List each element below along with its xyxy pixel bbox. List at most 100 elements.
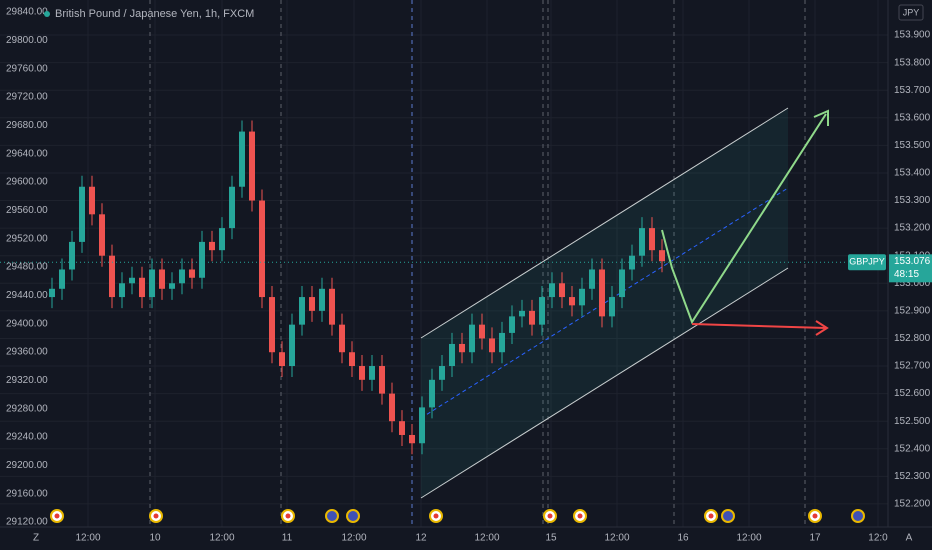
candle-body bbox=[259, 200, 265, 298]
candle-body bbox=[429, 379, 435, 408]
candle-body bbox=[199, 241, 205, 278]
candle-body bbox=[519, 310, 525, 317]
candle-body bbox=[659, 250, 665, 262]
candle-body bbox=[609, 297, 615, 317]
y2-tick-label: 29160.00 bbox=[6, 488, 48, 499]
countdown-label: 48:15 bbox=[894, 269, 919, 280]
candle-body bbox=[419, 407, 425, 444]
price-label-bg bbox=[889, 254, 932, 283]
x-tick-label: 12:00 bbox=[75, 533, 100, 544]
candle-body bbox=[499, 332, 505, 353]
candle-body bbox=[319, 288, 325, 311]
candle-body bbox=[489, 338, 495, 353]
x-tick-label: 12:00 bbox=[604, 533, 629, 544]
candle-body bbox=[439, 366, 445, 380]
event-icons bbox=[50, 509, 865, 523]
candle-body bbox=[359, 366, 365, 380]
y-tick-label: 153.300 bbox=[894, 195, 931, 206]
candle-body bbox=[59, 269, 65, 289]
candle-body bbox=[109, 255, 115, 298]
candle-body bbox=[129, 277, 135, 284]
y-tick-label: 153.600 bbox=[894, 112, 931, 123]
y2-tick-label: 29640.00 bbox=[6, 148, 48, 159]
symbol-label-bg bbox=[848, 254, 886, 271]
y-tick-label: 152.900 bbox=[894, 305, 931, 316]
axes: 152.200 152.300 152.400 152.500 152.600 152.7… bbox=[6, 7, 932, 544]
candle-body bbox=[139, 277, 145, 298]
currency[interactable]: JPY bbox=[903, 7, 920, 17]
x-tick-label: 12:0 bbox=[868, 533, 888, 544]
auto-scale-button[interactable]: A bbox=[906, 533, 913, 544]
candle-body bbox=[349, 352, 355, 367]
y2-tick-label: 29240.00 bbox=[6, 432, 48, 443]
candle-body bbox=[449, 343, 455, 367]
candle-body bbox=[269, 297, 275, 353]
y-tick-label: 153.000 bbox=[894, 278, 931, 289]
candle-body bbox=[69, 241, 75, 270]
symbol-label: GBPJPY bbox=[849, 257, 885, 267]
candle-body bbox=[649, 228, 655, 251]
candle-body bbox=[469, 324, 475, 353]
candle-body bbox=[229, 186, 235, 229]
y2-tick-label: 29680.00 bbox=[6, 120, 48, 131]
candle-body bbox=[539, 297, 545, 325]
y2-tick-label: 29200.00 bbox=[6, 460, 48, 471]
x-tick-label: 17 bbox=[809, 533, 821, 544]
y2-tick-label: 29320.00 bbox=[6, 375, 48, 386]
x-tick-label: 12:00 bbox=[736, 533, 761, 544]
y2-tick-label: 29480.00 bbox=[6, 262, 48, 273]
candle-body bbox=[179, 269, 185, 284]
candle-body bbox=[329, 288, 335, 325]
candle-body bbox=[639, 228, 645, 256]
price-label: 153.076 bbox=[894, 256, 931, 267]
candle-body bbox=[49, 288, 55, 298]
candle-body bbox=[569, 297, 575, 306]
candle-body bbox=[189, 269, 195, 278]
currency-box[interactable] bbox=[898, 4, 924, 21]
candle-body bbox=[339, 324, 345, 353]
y2-tick-label: 29720.00 bbox=[6, 92, 48, 103]
forecast-arrows bbox=[661, 109, 829, 336]
x-tick-label: 12 bbox=[415, 533, 427, 544]
candle-body bbox=[149, 269, 155, 298]
candle-body bbox=[89, 186, 95, 215]
chart-title: British Pound / Japanese Yen, 1h, FXCM bbox=[55, 8, 254, 20]
y2-tick-label: 29840.00 bbox=[6, 7, 48, 18]
candle-body bbox=[169, 283, 175, 289]
y2-tick-label: 29600.00 bbox=[6, 177, 48, 188]
candle-body bbox=[299, 297, 305, 325]
y-tick-label: 153.500 bbox=[894, 140, 931, 151]
candle-body bbox=[79, 186, 85, 242]
status-dot bbox=[44, 11, 50, 17]
y-tick-label: 152.400 bbox=[894, 443, 931, 454]
y-tick-label: 153.800 bbox=[894, 57, 931, 68]
x-tick-label: 12:00 bbox=[209, 533, 234, 544]
candle-body bbox=[579, 288, 585, 306]
x-tick-label: 11 bbox=[282, 533, 293, 544]
candle-body bbox=[99, 214, 105, 256]
x-tick-label: 12:00 bbox=[474, 533, 499, 544]
y-tick-label: 152.600 bbox=[894, 388, 931, 399]
candle-body bbox=[209, 241, 215, 251]
candle-body bbox=[399, 421, 405, 435]
x-tick-label: 10 bbox=[149, 533, 161, 544]
candle-body bbox=[159, 269, 165, 289]
y-tick-label: 152.500 bbox=[894, 416, 931, 427]
candle-body bbox=[219, 228, 225, 251]
y2-tick-label: 29120.00 bbox=[6, 517, 48, 528]
x-tick-label: 16 bbox=[677, 533, 689, 544]
zoom-button[interactable]: Z bbox=[33, 533, 39, 544]
candle-body bbox=[619, 269, 625, 298]
x-tick-label: 12:00 bbox=[341, 533, 366, 544]
candle-body bbox=[559, 283, 565, 298]
candle-body bbox=[379, 366, 385, 394]
grid bbox=[0, 0, 888, 527]
candle-body bbox=[279, 352, 285, 367]
candles bbox=[0, 120, 888, 455]
y-tick-label: 152.200 bbox=[894, 499, 931, 510]
candle-body bbox=[119, 283, 125, 298]
y-tick-label: 152.300 bbox=[894, 471, 931, 482]
y2-tick-label: 29440.00 bbox=[6, 290, 48, 301]
y2-tick-label: 29760.00 bbox=[6, 63, 48, 74]
